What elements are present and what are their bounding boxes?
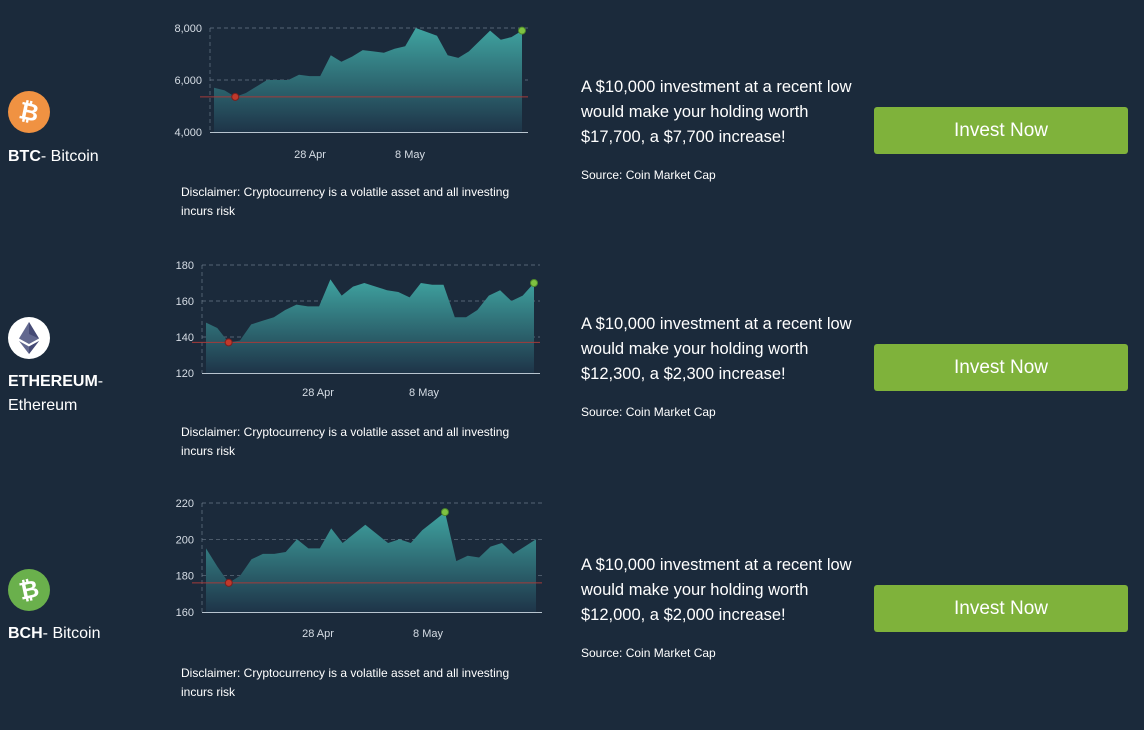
x-tick-label: 28 Apr	[302, 628, 334, 640]
y-tick-label: 180	[176, 571, 194, 583]
coin-symbol: BTC	[8, 148, 41, 165]
y-tick-label: 8,000	[174, 23, 202, 35]
x-tick-label: 8 May	[413, 628, 443, 640]
price-chart: 120 140 160 180 28 Apr 8 May	[176, 260, 540, 399]
coin-name-suffix: - Ethereum	[8, 373, 104, 414]
high-point-marker	[518, 26, 526, 35]
low-point-marker	[231, 92, 240, 101]
coin-name-suffix: - Bitcoin	[40, 148, 99, 165]
ethereum-icon	[8, 317, 50, 359]
coin-row-btc: ₿ BTC- Bitcoin 4,000 6,000 8,000 28 Apr 8 Ma…	[0, 0, 1144, 240]
source-text: Source: Coin Market Cap	[581, 646, 716, 660]
coin-symbol: BCH	[8, 625, 43, 642]
y-tick-label: 160	[176, 607, 194, 619]
investment-text: A $10,000 investment at a recent low wou…	[581, 78, 852, 146]
high-point-marker	[440, 508, 449, 517]
invest-now-button[interactable]: Invest Now	[874, 107, 1128, 154]
disclaimer: Disclaimer: Cryptocurrency is a volatile…	[181, 425, 510, 458]
disclaimer: Disclaimer: Cryptocurrency is a volatile…	[181, 185, 510, 218]
price-area	[206, 279, 534, 373]
price-area	[214, 28, 522, 132]
investment-text: A $10,000 investment at a recent low wou…	[581, 556, 852, 624]
low-point-marker	[224, 578, 233, 587]
price-area	[206, 512, 536, 612]
source-text: Source: Coin Market Cap	[581, 168, 716, 182]
source-text: Source: Coin Market Cap	[581, 405, 716, 419]
y-tick-label: 6,000	[174, 75, 202, 87]
y-tick-label: 140	[176, 332, 194, 344]
coin-row-bch: ₿ BCH- Bitcoin 160 180 200 220 28 Apr 8 May D…	[0, 480, 1144, 720]
investment-text: A $10,000 investment at a recent low wou…	[581, 315, 852, 383]
x-tick-label: 8 May	[395, 149, 425, 161]
y-tick-label: 180	[176, 260, 194, 272]
coin-symbol: ETHEREUM	[8, 373, 98, 390]
high-point-marker	[530, 279, 538, 287]
y-tick-label: 120	[176, 368, 194, 380]
x-tick-label: 28 Apr	[294, 149, 326, 161]
x-tick-label: 8 May	[409, 387, 439, 399]
bitcoin-cash-icon: ₿	[8, 569, 50, 611]
y-tick-label: 220	[176, 498, 194, 510]
coin-name: BCH- Bitcoin	[8, 622, 100, 646]
y-tick-label: 160	[176, 296, 194, 308]
bitcoin-icon: ₿	[8, 91, 50, 133]
low-point-marker	[224, 338, 233, 347]
disclaimer: Disclaimer: Cryptocurrency is a volatile…	[181, 666, 510, 699]
x-tick-label: 28 Apr	[302, 387, 334, 399]
coin-row-eth: ETHEREUM- Ethereum 120 140 160 180 28 Apr 8 M…	[0, 240, 1144, 480]
price-chart: 160 180 200 220 28 Apr 8 May	[176, 498, 542, 640]
coin-name: BTC- Bitcoin	[8, 145, 99, 169]
invest-now-button[interactable]: Invest Now	[874, 585, 1128, 632]
price-chart: 4,000 6,000 8,000 28 Apr 8 May	[174, 23, 528, 161]
coin-name: ETHEREUM- Ethereum	[8, 370, 128, 418]
invest-now-button[interactable]: Invest Now	[874, 344, 1128, 391]
y-tick-label: 200	[176, 534, 194, 546]
coin-name-suffix: - Bitcoin	[42, 625, 101, 642]
y-tick-label: 4,000	[174, 127, 202, 139]
